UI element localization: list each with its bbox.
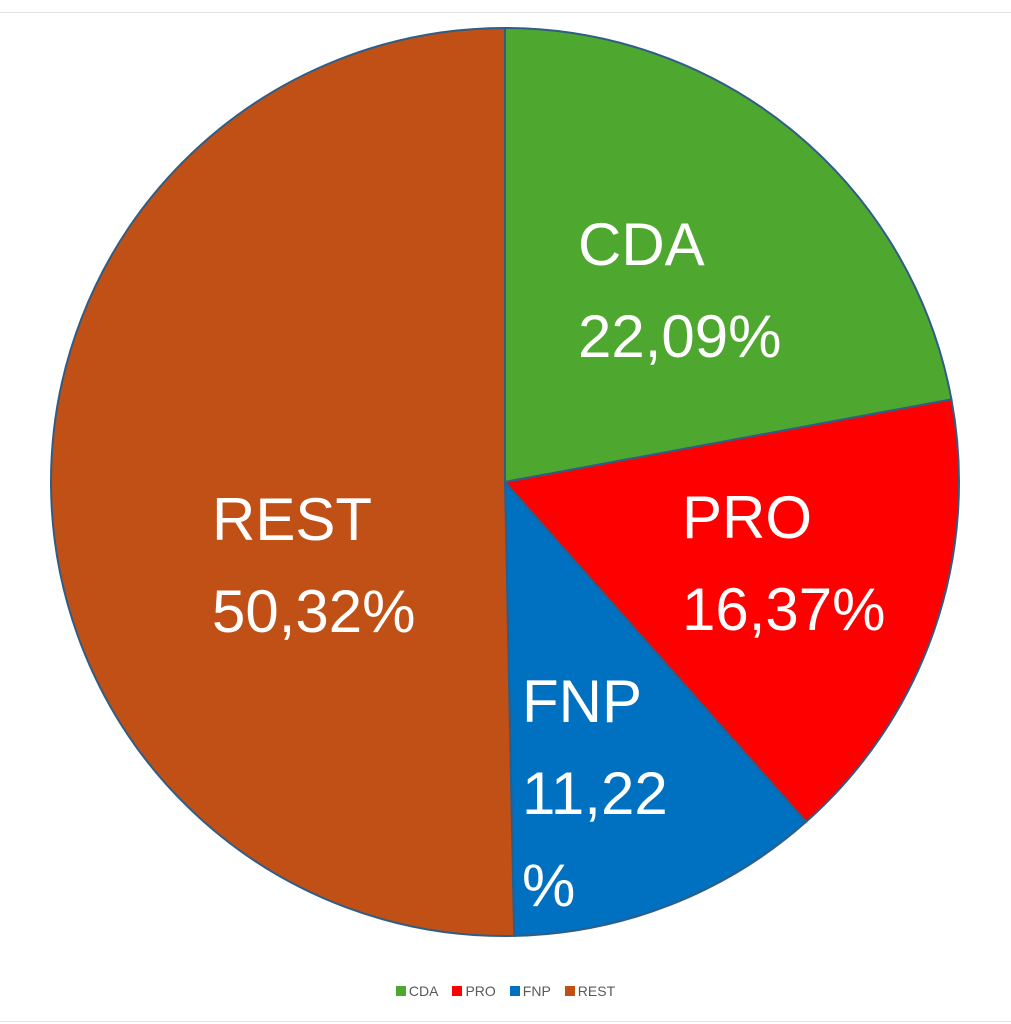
pie-slice-rest: [50, 26, 516, 937]
slice-label-line: 50,32%: [212, 578, 416, 645]
slice-label-line: PRO: [682, 484, 812, 551]
legend-swatch-fnp: [509, 986, 520, 996]
slice-label-cda: CDA 22,09%: [578, 211, 782, 370]
legend-label-rest: REST: [577, 983, 616, 999]
pie-slice-fnp: [503, 479, 808, 937]
slice-label-line: 16,37%: [682, 576, 886, 643]
legend-item-fnp: FNP: [509, 983, 551, 999]
slice-label-line: %: [522, 852, 575, 919]
legend-swatch-pro: [452, 986, 463, 996]
legend-label-fnp: FNP: [522, 983, 551, 999]
pie-slices: [50, 26, 960, 937]
legend: CDA PRO FNP REST: [0, 983, 1011, 999]
legend-item-cda: CDA: [395, 983, 439, 999]
legend-label-pro: PRO: [465, 983, 496, 999]
legend-swatch-cda: [395, 986, 406, 996]
slice-label-line: REST: [212, 486, 372, 553]
slice-label-line: 11,22: [522, 760, 668, 827]
chart-frame: [0, 12, 1011, 1022]
slice-label-line: FNP: [522, 668, 642, 735]
slice-label-pro: PRO 16,37%: [682, 484, 886, 643]
slice-label-fnp: FNP 11,22%: [522, 668, 668, 919]
pie-slice-pro: [503, 398, 960, 824]
pie-slice-cda: [504, 26, 953, 484]
legend-item-rest: REST: [564, 983, 616, 999]
legend-item-pro: PRO: [452, 983, 496, 999]
slice-label-line: CDA: [578, 211, 705, 278]
legend-swatch-rest: [564, 986, 575, 996]
pie-labels: CDA 22,09% PRO 16,37% FNP 11,22 % REST 50,32%: [212, 211, 886, 919]
slice-label-line: 22,09%: [578, 303, 782, 370]
legend-label-cda: CDA: [408, 983, 439, 999]
slice-label-rest: REST 50,32%: [212, 486, 416, 645]
